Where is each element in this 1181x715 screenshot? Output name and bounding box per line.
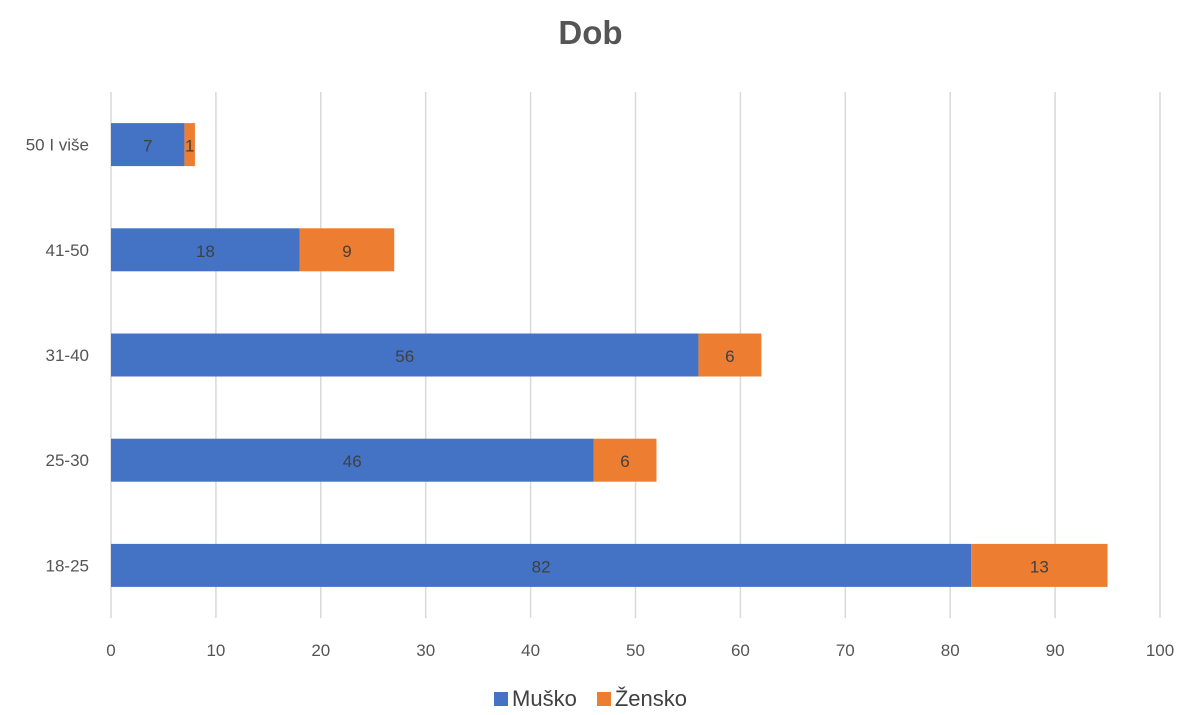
data-label: 56 <box>395 347 414 366</box>
legend: Muško Žensko <box>0 686 1181 712</box>
bar-žensko-2 <box>698 333 762 377</box>
data-label: 46 <box>343 452 362 471</box>
bar-muško-4 <box>111 543 972 587</box>
data-label: 82 <box>532 557 551 576</box>
y-category-label: 25-30 <box>46 451 89 470</box>
data-label: 13 <box>1030 557 1049 576</box>
legend-item: Muško <box>494 686 577 712</box>
y-category-label: 50 I više <box>26 136 89 155</box>
x-tick-label: 30 <box>416 641 435 660</box>
y-category-label: 18-25 <box>46 556 89 575</box>
legend-label: Muško <box>512 686 577 711</box>
x-tick-label: 10 <box>206 641 225 660</box>
x-tick-label: 80 <box>941 641 960 660</box>
bar-muško-1 <box>111 228 300 272</box>
x-tick-label: 50 <box>626 641 645 660</box>
data-label: 7 <box>143 137 152 156</box>
y-category-label: 31-40 <box>46 346 89 365</box>
stacked-bar-chart: 7 1 18 9 56 6 46 6 82 13 0 10 20 30 40 50 60 70 80 90 100 50… <box>26 92 1175 660</box>
bar-žensko-1 <box>299 228 395 272</box>
x-tick-label: 70 <box>836 641 855 660</box>
bar-žensko-4 <box>971 543 1108 587</box>
x-tick-label: 100 <box>1146 641 1174 660</box>
legend-item: Žensko <box>596 686 687 712</box>
data-label: 6 <box>620 452 629 471</box>
bar-muško-2 <box>111 333 699 377</box>
bar-žensko-0 <box>184 123 195 167</box>
bar-muško-3 <box>111 438 594 482</box>
x-tick-label: 90 <box>1046 641 1065 660</box>
x-tick-label: 0 <box>106 641 115 660</box>
x-tick-label: 60 <box>731 641 750 660</box>
legend-swatch <box>494 692 509 706</box>
data-labels: 7 1 18 9 56 6 46 6 82 13 <box>143 137 1049 577</box>
chart-title: Dob <box>558 14 623 51</box>
bars <box>111 123 1108 587</box>
data-label: 6 <box>725 347 734 366</box>
data-label: 1 <box>185 137 194 156</box>
x-tick-label: 40 <box>521 641 540 660</box>
legend-swatch <box>596 692 611 706</box>
data-label: 18 <box>196 242 215 261</box>
legend-label: Žensko <box>614 686 687 711</box>
data-label: 9 <box>342 242 351 261</box>
bar-žensko-3 <box>593 438 657 482</box>
axis-labels: 0 10 20 30 40 50 60 70 80 90 100 50 I više 41-50 31-4… <box>26 136 1175 660</box>
x-tick-label: 20 <box>311 641 330 660</box>
bar-muško-0 <box>111 123 185 167</box>
y-category-label: 41-50 <box>46 241 89 260</box>
